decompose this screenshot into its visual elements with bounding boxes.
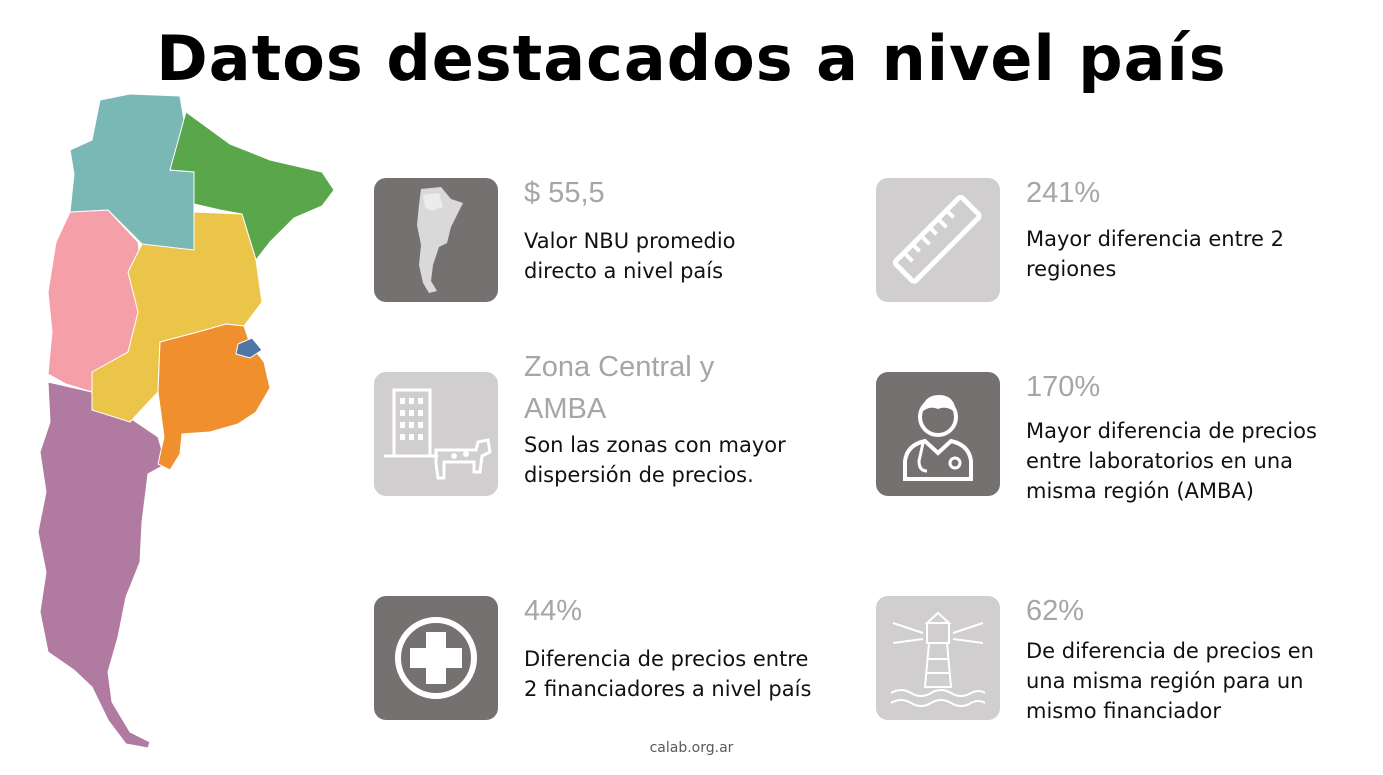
- region-amba: [235, 337, 263, 359]
- region-centro: [91, 211, 263, 423]
- page-title: Datos destacados a nivel país: [156, 22, 1227, 95]
- stat-card-zones: Zona Central y AMBA Son las zonas con ma…: [374, 351, 834, 512]
- region-buenos-aires: [157, 323, 271, 471]
- lighthouse-icon: [876, 596, 1000, 720]
- region-nea: [169, 111, 335, 262]
- stat-card-nbu: $ 55,5 Valor NBU promedio directo a nive…: [374, 177, 834, 318]
- stat-description: Diferencia de precios entre 2 financiado…: [524, 647, 812, 701]
- stat-card-financiers: 44% Diferencia de precios entre 2 financ…: [374, 595, 834, 736]
- stat-figure: 62%: [1026, 595, 1085, 627]
- footer-url: calab.org.ar: [649, 740, 734, 756]
- argentina-map-icon: [374, 178, 498, 302]
- stat-figure: 241%: [1026, 177, 1101, 209]
- stat-card-same-region: 62% De diferencia de precios en una mism…: [876, 595, 1336, 736]
- argentina-regions-map: [37, 93, 335, 749]
- stat-description: Mayor diferencia de precios entre labora…: [1026, 419, 1317, 503]
- stat-description: Son las zonas con mayor dispersión de pr…: [524, 433, 786, 487]
- stat-description: Mayor diferencia entre 2 regiones: [1026, 227, 1284, 281]
- stat-figure: $ 55,5: [524, 177, 605, 209]
- stat-figure: Zona Central y AMBA: [524, 351, 715, 425]
- doctor-icon: [876, 372, 1000, 496]
- stat-card-laboratories: 170% Mayor diferencia de precios entre l…: [876, 371, 1336, 512]
- ruler-icon: [876, 178, 1000, 302]
- stat-description: De diferencia de precios en una misma re…: [1026, 639, 1314, 723]
- medical-cross-icon: [374, 596, 498, 720]
- stat-figure: 170%: [1026, 371, 1101, 403]
- building-cow-icon: [374, 372, 498, 496]
- stat-figure: 44%: [524, 595, 583, 627]
- region-patagonia: [37, 381, 167, 749]
- stat-description: Valor NBU promedio directo a nivel país: [524, 229, 736, 283]
- stat-card-regions: 241% Mayor diferencia entre 2 regiones: [876, 177, 1336, 318]
